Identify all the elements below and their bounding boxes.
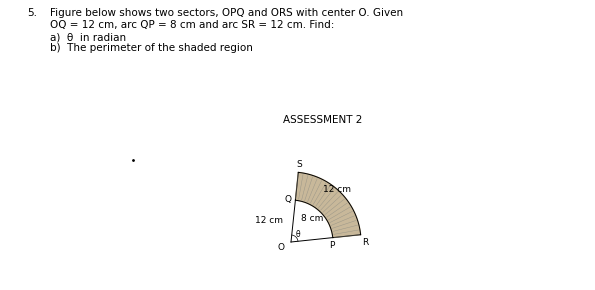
Text: 12 cm: 12 cm [255,216,283,225]
Text: b)  The perimeter of the shaded region: b) The perimeter of the shaded region [50,43,253,53]
Text: 8 cm: 8 cm [301,214,324,223]
Text: Q: Q [284,195,292,204]
Text: S: S [296,160,302,169]
Text: θ: θ [296,230,300,239]
Text: ASSESSMENT 2: ASSESSMENT 2 [283,115,362,125]
Text: P: P [329,241,334,250]
Text: 12 cm: 12 cm [322,185,350,194]
Text: Figure below shows two sectors, OPQ and ORS with center O. Given: Figure below shows two sectors, OPQ and … [50,8,403,18]
Text: O: O [278,243,285,252]
Text: R: R [362,238,369,247]
Polygon shape [295,172,361,238]
Text: a)  θ  in radian: a) θ in radian [50,32,126,42]
Text: OQ = 12 cm, arc QP = 8 cm and arc SR = 12 cm. Find:: OQ = 12 cm, arc QP = 8 cm and arc SR = 1… [50,20,334,30]
Text: 5.: 5. [27,8,37,18]
